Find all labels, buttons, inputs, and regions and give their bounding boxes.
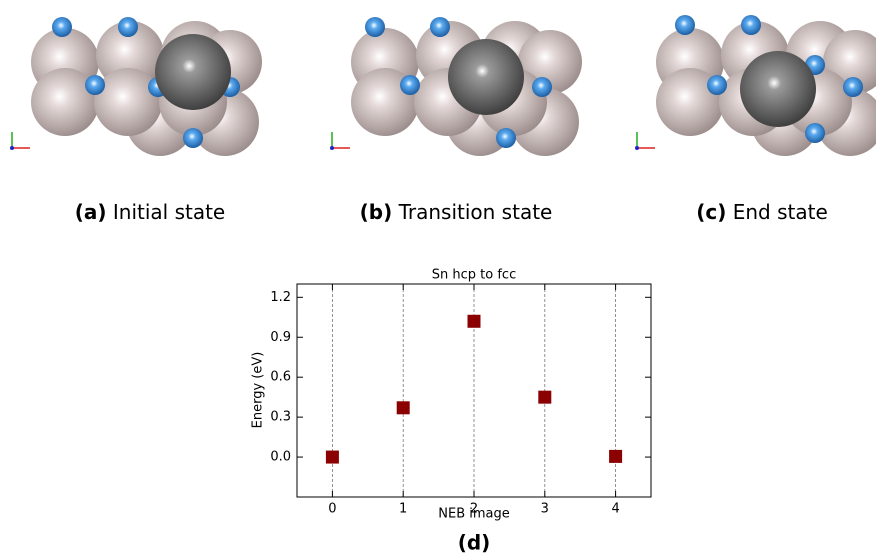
x-tick-label: 3 (541, 502, 549, 517)
panel-caption: (b) Transition state (360, 200, 553, 224)
x-tick-label: 1 (399, 502, 407, 517)
y-tick-label: 0.3 (270, 410, 291, 425)
panel-label: (c) (696, 200, 726, 224)
panel-b-image (330, 17, 582, 156)
panel-text: End state (733, 200, 828, 224)
panel-label: (a) (75, 200, 107, 224)
x-tick-label: 4 (611, 502, 619, 517)
panel-label: (b) (360, 200, 393, 224)
panel-a-image (10, 17, 262, 156)
chart-caption: (d) (458, 531, 491, 555)
panel-c-image (635, 15, 876, 156)
marker (609, 450, 622, 463)
chart-title: Sn hcp to fcc (432, 268, 516, 283)
marker (538, 391, 551, 404)
panel-caption: (c) End state (696, 200, 828, 224)
marker (397, 401, 410, 414)
panel-text: Initial state (113, 200, 225, 224)
marker (468, 315, 481, 328)
y-tick-label: 0.9 (270, 330, 291, 345)
figure: (a) Initial state (b) Transition state (… (0, 0, 876, 558)
panel-text: Transition state (398, 200, 553, 224)
y-tick-label: 1.2 (270, 290, 291, 305)
x-tick-label: 0 (328, 502, 336, 517)
marker (326, 451, 339, 464)
y-axis-label: Energy (eV) (251, 352, 266, 429)
y-tick-label: 0.6 (270, 370, 291, 385)
y-tick-label: 0.0 (270, 450, 291, 465)
panel-caption: (a) Initial state (75, 200, 226, 224)
x-tick-label: 2 (470, 502, 478, 517)
